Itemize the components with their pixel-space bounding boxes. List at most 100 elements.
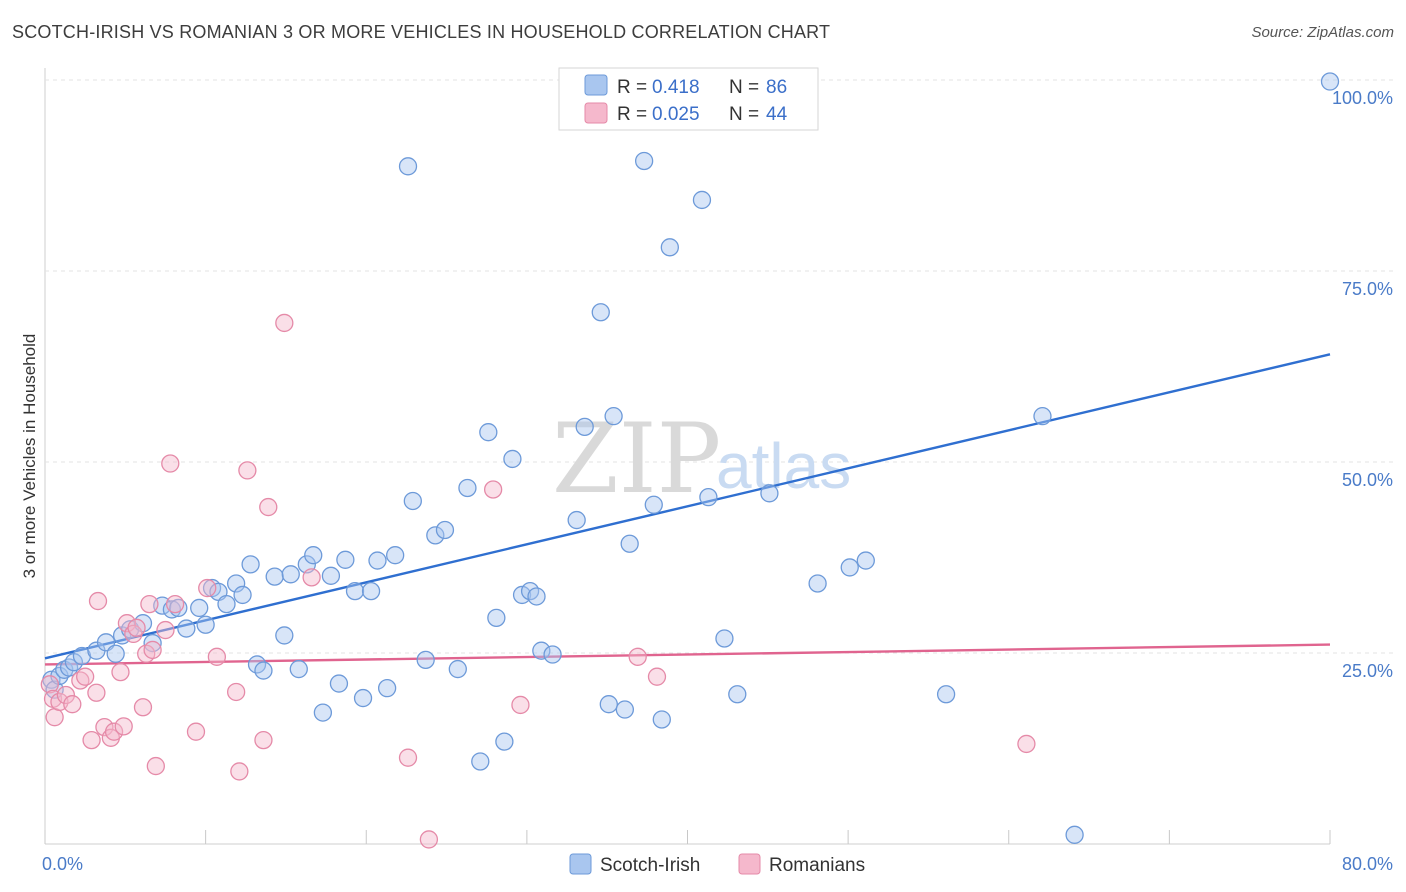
romanians-point	[63, 695, 82, 714]
x-tick-label-min: 0.0%	[42, 854, 83, 874]
scotch-irish-point	[403, 491, 422, 511]
scotch-irish-point	[567, 510, 586, 530]
stats-n-label-2: N =	[729, 104, 759, 125]
scotch-irish-point	[604, 407, 623, 426]
scotch-irish-point	[275, 626, 294, 645]
scotch-irish-point	[692, 190, 712, 210]
scotch-irish-point	[233, 585, 252, 605]
romanians-point	[82, 730, 101, 750]
romanians-point	[143, 640, 162, 660]
legend-swatch-scotch-irish	[569, 853, 592, 875]
romanians-point	[207, 647, 227, 666]
scotch-irish-point	[532, 641, 551, 660]
source-label: Source: ZipAtlas.com	[1251, 24, 1394, 41]
scotch-irish-point	[190, 598, 209, 618]
romanians-point	[1017, 734, 1036, 754]
scotch-irish-point	[265, 567, 284, 586]
stats-swatch-scotch-irish	[584, 74, 608, 96]
scotch-irish-point	[177, 619, 196, 638]
romanians-point	[146, 756, 165, 776]
scotch-irish-point	[471, 752, 490, 771]
y-tick-label: 75.0%	[1342, 279, 1393, 299]
scotch-irish-point	[615, 700, 635, 719]
romanians-point	[45, 708, 64, 727]
stats-n-value-1: 86	[766, 77, 787, 98]
romanians-point	[104, 722, 124, 741]
romanians-point	[398, 748, 418, 767]
y-tick-label: 50.0%	[1342, 470, 1393, 490]
legend-label-romanians: Romanians	[769, 855, 865, 876]
chart-title: SCOTCH-IRISH VS ROMANIAN 3 OR MORE VEHIC…	[12, 22, 831, 42]
scotch-irish-point	[353, 688, 373, 708]
romanians-point	[114, 717, 133, 736]
romanians-point	[117, 614, 137, 633]
scotch-irish-point	[398, 157, 418, 176]
stats-r-label-1: R =	[617, 77, 647, 98]
scotch-irish-point	[313, 703, 333, 722]
scotch-irish-point	[321, 566, 341, 585]
scotch-irish-point	[162, 600, 182, 619]
scotch-irish-point	[760, 484, 779, 503]
scotch-irish-point	[715, 629, 734, 648]
scotch-irish-point	[699, 487, 718, 507]
stats-n-label-1: N =	[729, 77, 759, 98]
romanians-point	[133, 698, 153, 717]
romanians-point	[259, 497, 278, 517]
romanians-point	[275, 313, 294, 333]
scotch-irish-point	[426, 526, 445, 545]
romanians-point	[140, 594, 159, 614]
x-tick-label-max: 80.0%	[1342, 854, 1393, 874]
scotch-irish-point	[808, 574, 827, 593]
scotch-irish-point	[1320, 72, 1340, 91]
trend-line-romanians	[44, 643, 1331, 666]
stats-legend: R = 0.418 N = 86 R = 0.025 N = 44	[558, 67, 819, 131]
romanians-point	[156, 620, 175, 640]
scotch-irish-point	[143, 633, 162, 653]
scotch-irish-point	[106, 644, 125, 663]
scotch-irish-point	[840, 558, 859, 577]
romanians-point	[198, 578, 217, 598]
scotch-irish-point	[660, 238, 679, 257]
stats-swatch-romanians	[584, 102, 608, 124]
watermark-zip: ZIP	[552, 403, 721, 515]
scotch-irish-point	[361, 581, 381, 601]
scotch-irish-point	[575, 417, 594, 437]
scotch-irish-point	[254, 661, 273, 680]
scotch-irish-point	[435, 520, 455, 540]
scotch-irish-point	[503, 449, 522, 469]
romanians-point	[95, 717, 114, 737]
scotch-irish-point	[304, 546, 323, 565]
romanians-point	[127, 618, 146, 637]
y-axis-title: 3 or more Vehicles in Household	[20, 334, 39, 579]
scotch-irish-point	[487, 608, 506, 628]
scotch-irish-point	[936, 685, 956, 704]
romanians-point	[302, 568, 321, 587]
romanians-point	[628, 647, 647, 666]
romanians-point	[161, 454, 180, 473]
scotch-irish-point	[289, 659, 308, 679]
trend-line-scotch-irish	[44, 353, 1331, 660]
y-tick-label: 25.0%	[1342, 661, 1393, 681]
x-tick-marks	[44, 830, 1331, 844]
scotch-irish-point	[856, 551, 875, 570]
romanians-point	[56, 685, 76, 705]
romanians-point	[647, 667, 667, 686]
scotch-irish-point	[495, 732, 514, 751]
stats-n-value-2: 44	[766, 104, 788, 125]
y-tick-labels: 25.0% 50.0% 75.0% 100.0%	[1332, 88, 1393, 681]
romanians-point	[230, 762, 249, 781]
scotch-irish-point	[281, 565, 300, 584]
scotch-irish-point	[1065, 825, 1084, 844]
romanians-point	[111, 662, 130, 682]
stats-r-value-2: 0.025	[652, 104, 700, 125]
romanians-point	[419, 830, 439, 849]
scotch-irish-point	[217, 594, 236, 614]
series-legend: Scotch-Irish Romanians	[569, 853, 865, 876]
romanians-point	[483, 480, 503, 499]
watermark-atlas: atlas	[716, 430, 851, 502]
scotch-irish-point	[728, 685, 747, 704]
scotch-irish-point	[345, 581, 365, 601]
scotch-irish-point	[226, 574, 246, 593]
romanians-point	[254, 730, 273, 750]
